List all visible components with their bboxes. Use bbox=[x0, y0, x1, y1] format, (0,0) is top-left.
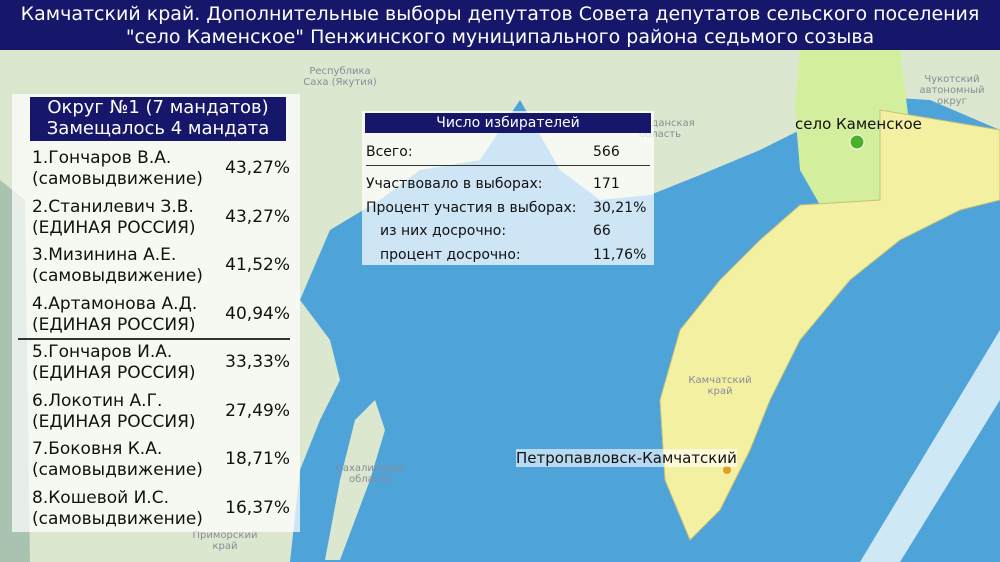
stats-value: 566 bbox=[593, 144, 620, 160]
stats-row: Процент участия в выборах: 30,21% bbox=[366, 200, 656, 216]
stats-separator bbox=[366, 165, 650, 166]
stats-row: Всего: 566 bbox=[366, 144, 656, 160]
candidate: 3.Мизинина А.Е. (самовыдвижение) 41,52% bbox=[32, 245, 294, 291]
ocean-edge bbox=[860, 330, 1000, 562]
region-label: Республика Саха (Якутия) bbox=[303, 66, 377, 88]
candidate-percent: 16,37% bbox=[225, 497, 290, 518]
candidate-name: 6.Локотин А.Г. bbox=[32, 390, 163, 411]
candidate-percent: 27,49% bbox=[225, 400, 290, 421]
candidate-party: (ЕДИНАЯ РОССИЯ) bbox=[32, 363, 196, 383]
capital-marker bbox=[723, 466, 731, 474]
stats-value: 30,21% bbox=[593, 200, 647, 216]
candidate-party: (самовыдвижение) bbox=[32, 266, 203, 286]
candidate-panel bbox=[12, 94, 300, 532]
stats-value: 66 bbox=[593, 223, 611, 239]
candidate: 6.Локотин А.Г. (ЕДИНАЯ РОССИЯ) 27,49% bbox=[32, 391, 294, 437]
stats-panel bbox=[362, 111, 654, 265]
title-line: Камчатский край. Дополнительные выборы д… bbox=[20, 3, 980, 25]
candidate-percent: 43,27% bbox=[225, 206, 290, 227]
region-label: Сахалинская область bbox=[335, 463, 405, 485]
stats-row: Участвовало в выборах: 171 bbox=[366, 176, 656, 192]
region-label: Приморский край bbox=[192, 530, 258, 552]
kamchatka bbox=[659, 109, 1000, 541]
candidate: 5.Гончаров И.А. (ЕДИНАЯ РОССИЯ) 33,33% bbox=[32, 342, 294, 388]
district-header: Округ №1 (7 мандатов) Замещалось 4 мандат… bbox=[30, 97, 286, 141]
candidate-name: 7.Боковня К.А. bbox=[32, 439, 163, 459]
sakhalin bbox=[325, 400, 385, 560]
stats-label: из них досрочно: bbox=[380, 223, 507, 239]
candidate-name: 2.Станилевич З.В. bbox=[32, 196, 194, 217]
candidate-percent: 33,33% bbox=[225, 352, 290, 372]
candidate: 1.Гончаров В.А. (самовыдвижение) 43,27% bbox=[32, 148, 294, 194]
region-label: Магаданская область bbox=[625, 118, 695, 140]
stats-label: процент досрочно: bbox=[380, 247, 521, 263]
candidate-name: 4.Артамонова А.Д. bbox=[32, 293, 198, 314]
candidate-party: (самовыдвижение) bbox=[32, 460, 203, 480]
candidate-name: 3.Мизинина А.Е. bbox=[32, 245, 177, 265]
candidate-name: 1.Гончаров В.А. bbox=[32, 148, 172, 168]
stats-value: 171 bbox=[593, 176, 620, 192]
village-marker bbox=[849, 134, 865, 150]
title: Камчатский край. Дополнительные выборы д… bbox=[0, 0, 1000, 50]
candidate-percent: 41,52% bbox=[225, 255, 290, 275]
stats-label: Процент участия в выборах: bbox=[366, 200, 577, 216]
candidate-party: (ЕДИНАЯ РОССИЯ) bbox=[32, 217, 196, 238]
stats-row: процент досрочно: 11,76% bbox=[366, 247, 656, 263]
candidate: 2.Станилевич З.В. (ЕДИНАЯ РОССИЯ) 43,27% bbox=[32, 197, 294, 243]
candidate: 7.Боковня К.А. (самовыдвижение) 18,71% bbox=[32, 439, 294, 485]
candidate-percent: 43,27% bbox=[225, 158, 290, 178]
stats-value: 11,76% bbox=[593, 247, 647, 263]
candidate-party: (самовыдвижение) bbox=[32, 508, 203, 529]
capital-label: Петропавловск-Камчатский bbox=[516, 449, 737, 467]
stats-row: из них досрочно: 66 bbox=[366, 223, 656, 239]
district-title: Округ №1 (7 мандатов) bbox=[47, 97, 269, 118]
separator bbox=[18, 338, 290, 340]
candidate: 4.Артамонова А.Д. (ЕДИНАЯ РОССИЯ) 40,94% bbox=[32, 294, 294, 340]
candidate-party: (ЕДИНАЯ РОССИЯ) bbox=[32, 411, 196, 432]
candidate-party: (ЕДИНАЯ РОССИЯ) bbox=[32, 314, 196, 335]
candidate-name: 5.Гончаров И.А. bbox=[32, 342, 173, 362]
village-label: село Каменское bbox=[795, 115, 922, 133]
stats-label: Всего: bbox=[366, 144, 413, 160]
candidate-name: 8.Кошевой И.С. bbox=[32, 487, 169, 508]
region-label: Чукотский автономный округ bbox=[919, 74, 985, 107]
candidate-percent: 18,71% bbox=[225, 449, 290, 469]
stats-label: Участвовало в выборах: bbox=[366, 176, 543, 192]
candidate: 8.Кошевой И.С. (самовыдвижение) 16,37% bbox=[32, 488, 294, 534]
region-label: Камчатский край bbox=[688, 375, 752, 397]
stats-header: Число избирателей bbox=[365, 113, 651, 133]
district-subtitle: Замещалось 4 мандата bbox=[46, 118, 270, 139]
candidate-party: (самовыдвижение) bbox=[32, 169, 203, 189]
candidate-percent: 40,94% bbox=[225, 303, 290, 324]
title-line: "село Каменское" Пенжинского муниципальн… bbox=[125, 26, 875, 48]
